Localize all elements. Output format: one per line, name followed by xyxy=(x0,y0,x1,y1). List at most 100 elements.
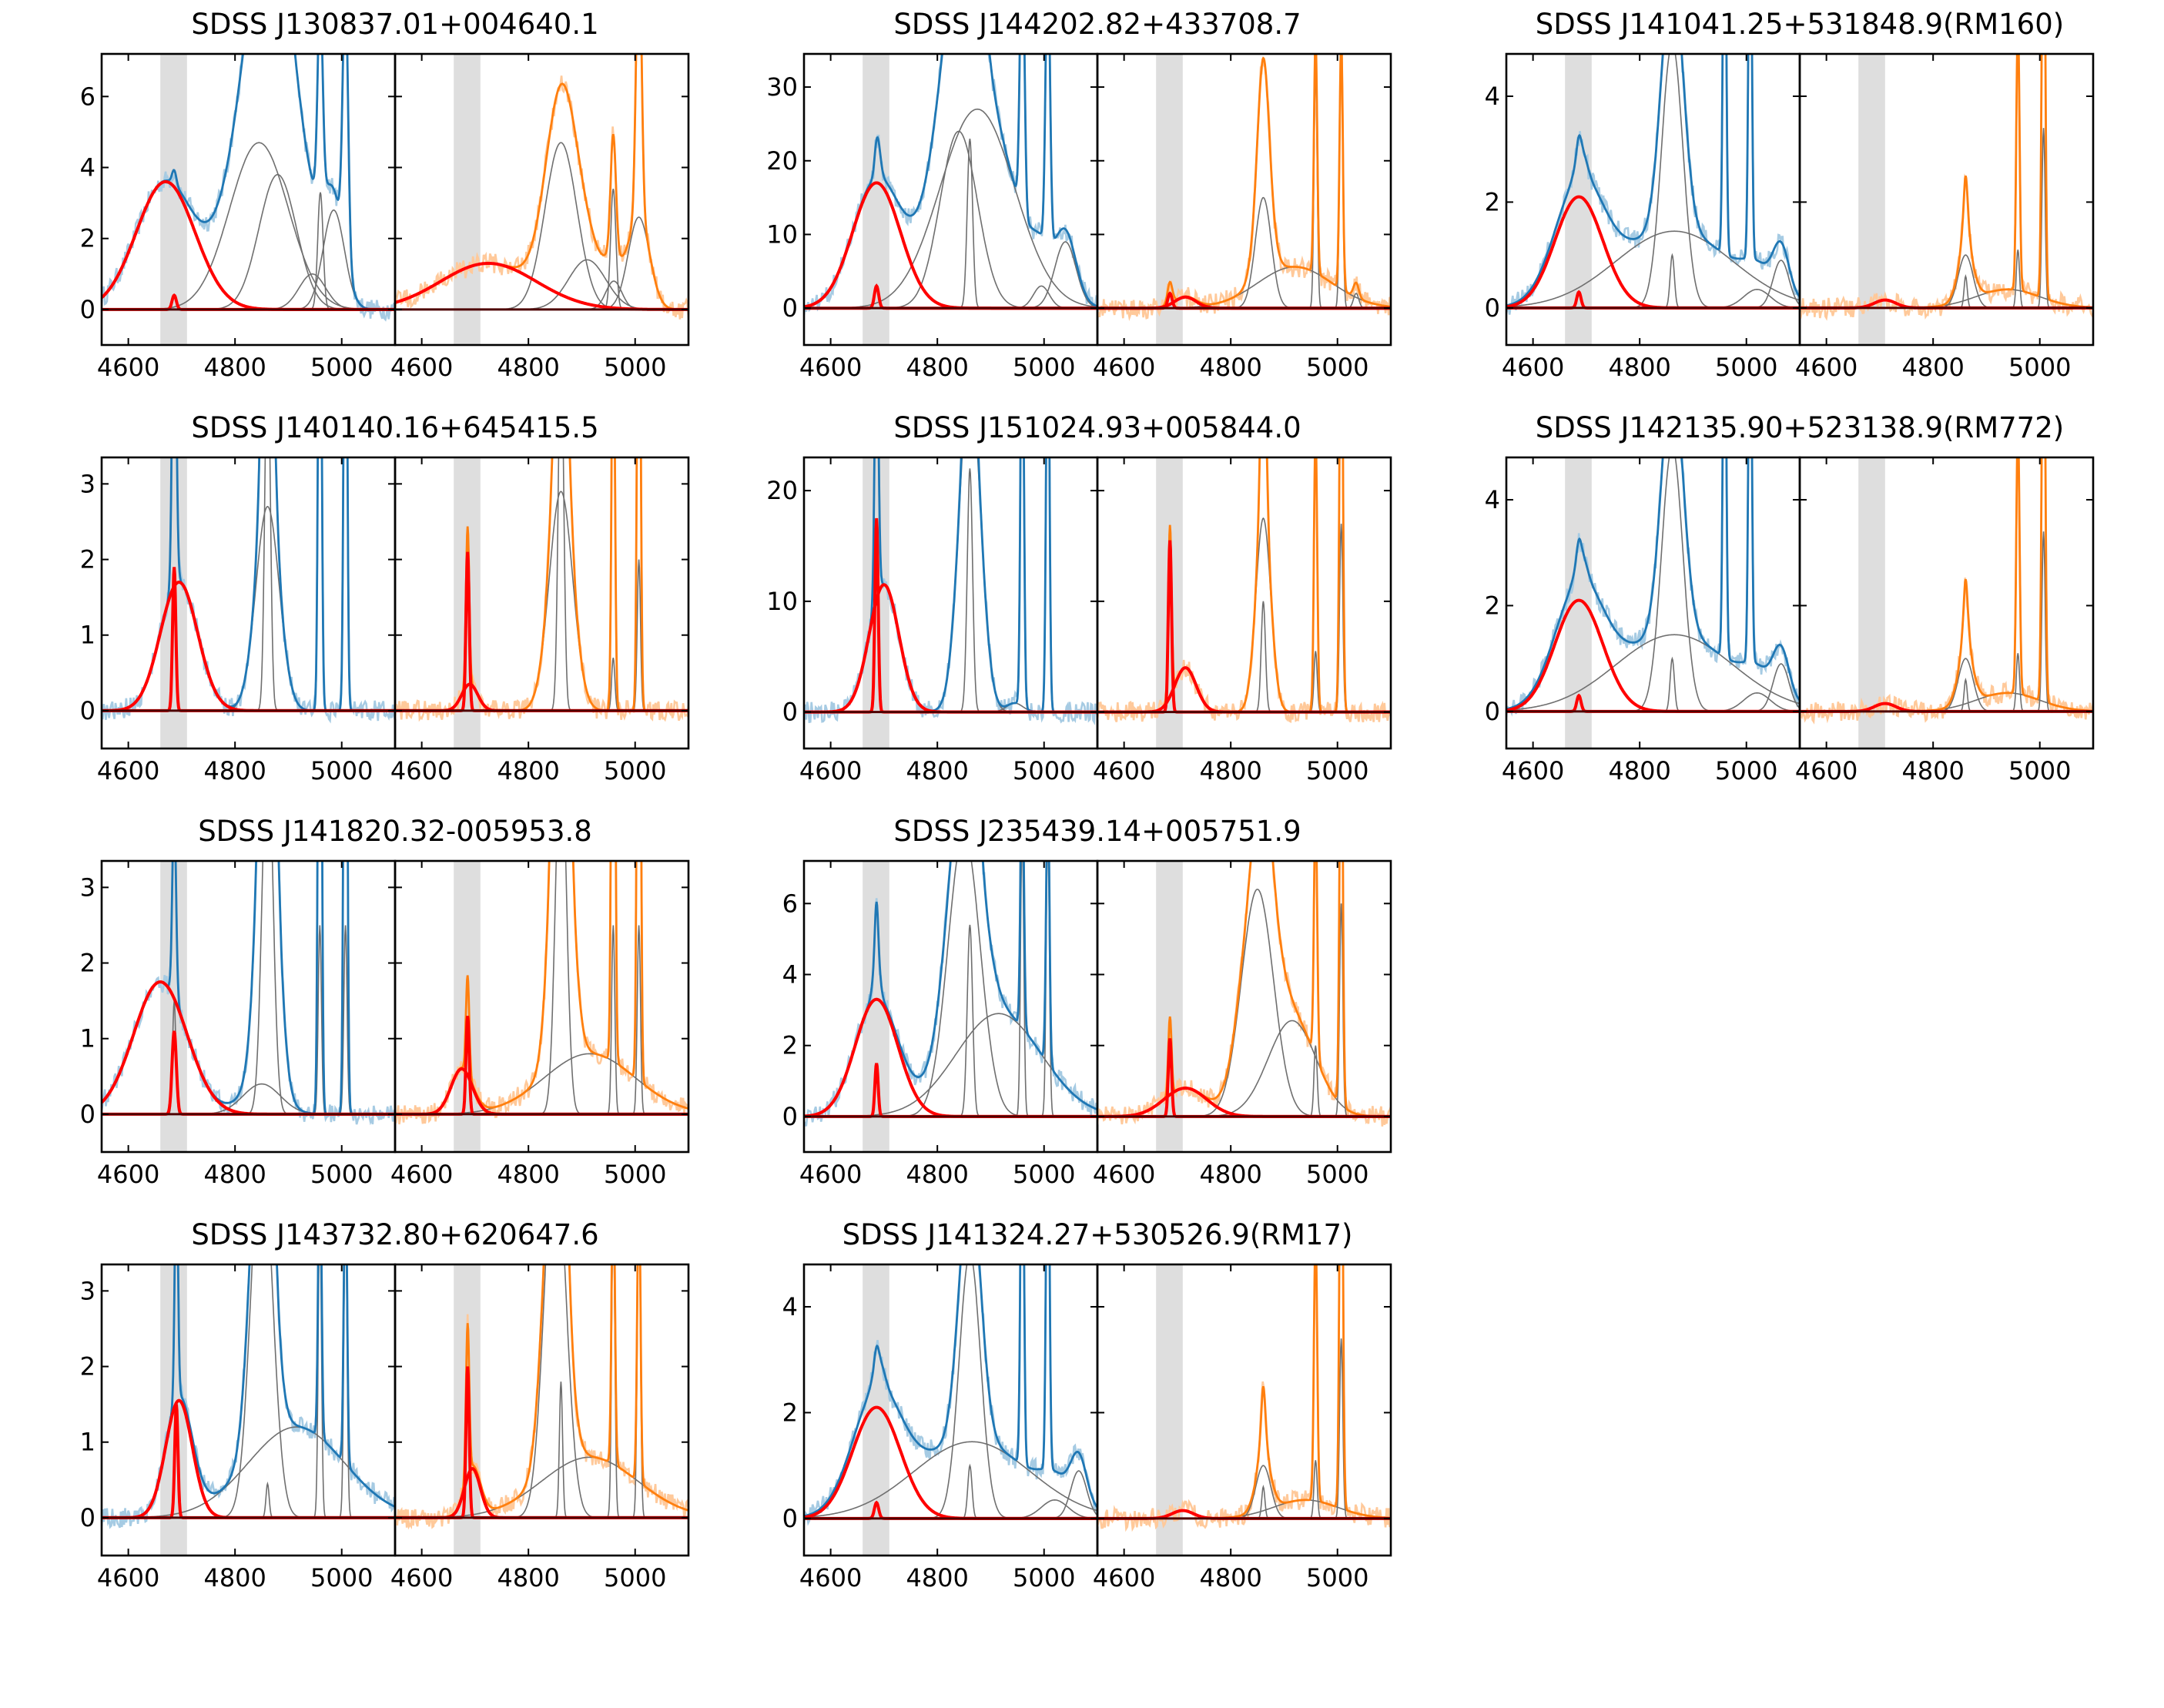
y-tick-label: 2 xyxy=(80,545,95,574)
blue-observed-spectrum xyxy=(804,54,1097,316)
x-tick-label: 4800 xyxy=(906,1160,968,1189)
blue-model-spectrum xyxy=(1506,54,1800,307)
orange-panel-frame xyxy=(394,1263,690,1557)
x-tick-label: 4800 xyxy=(1199,1160,1261,1189)
y-tick-label: 0 xyxy=(80,295,95,324)
x-tick-label: 4600 xyxy=(390,1160,453,1189)
y-tick-label: 3 xyxy=(80,872,95,902)
orange-panel-plot xyxy=(395,457,688,749)
blue-panel-plot xyxy=(102,861,395,1152)
x-tick-label: 4600 xyxy=(97,353,159,382)
y-tick-label: 2 xyxy=(80,949,95,978)
shaded-band xyxy=(1156,861,1183,1152)
y-tick-label: 2 xyxy=(1485,591,1500,620)
x-tick-label: 5000 xyxy=(310,1160,373,1189)
y-tick-label: 0 xyxy=(782,1504,798,1533)
orange-observed-spectrum xyxy=(1097,457,1391,724)
y-tick-label: 1 xyxy=(80,621,95,650)
x-tick-label: 4800 xyxy=(906,756,968,785)
y-tick-label: 6 xyxy=(80,82,95,111)
x-tick-label: 4600 xyxy=(1502,353,1564,382)
x-tick-label: 5000 xyxy=(2008,756,2071,785)
blue-panel-plot xyxy=(1506,457,1800,749)
x-tick-label: 4800 xyxy=(1199,756,1261,785)
x-tick-label: 4600 xyxy=(799,1160,862,1189)
orange-panel-plot xyxy=(395,54,688,345)
y-tick-label: 0 xyxy=(1485,697,1500,726)
y-tick-label: 2 xyxy=(782,1031,798,1060)
chart-title: SDSS J144202.82+433708.7 xyxy=(893,8,1301,41)
x-tick-label: 4800 xyxy=(497,756,559,785)
x-tick-label: 4800 xyxy=(203,353,266,382)
y-tick-label: 4 xyxy=(782,1292,798,1321)
y-tick-label: 20 xyxy=(766,146,798,176)
x-tick-label: 5000 xyxy=(1715,756,1777,785)
x-tick-label: 5000 xyxy=(1013,353,1075,382)
blue-panel-plot xyxy=(102,54,395,345)
chart-title: SDSS J235439.14+005751.9 xyxy=(893,815,1301,848)
y-tick-label: 30 xyxy=(766,72,798,102)
x-tick-label: 5000 xyxy=(1306,756,1368,785)
shaded-band xyxy=(1565,457,1592,749)
x-tick-label: 4800 xyxy=(497,1160,559,1189)
x-tick-label: 4600 xyxy=(799,1563,862,1592)
orange-panel-plot xyxy=(1800,54,2093,345)
blue-model-spectrum xyxy=(1506,457,1800,711)
orange-panel-frame xyxy=(394,52,690,347)
chart-title: SDSS J141324.27+530526.9(RM17) xyxy=(842,1218,1353,1251)
orange-panel-frame xyxy=(394,456,690,750)
orange-panel-plot xyxy=(1800,457,2093,749)
x-tick-label: 4600 xyxy=(1093,353,1155,382)
x-tick-label: 4800 xyxy=(1199,353,1261,382)
x-tick-label: 4800 xyxy=(1608,353,1670,382)
chart-title: SDSS J151024.93+005844.0 xyxy=(893,411,1301,444)
shaded-band xyxy=(454,54,481,345)
x-tick-label: 5000 xyxy=(310,1563,373,1592)
orange-panel-frame xyxy=(1798,52,2095,347)
x-tick-label: 4800 xyxy=(906,353,968,382)
x-tick-label: 4600 xyxy=(97,756,159,785)
chart-title: SDSS J130837.01+004640.1 xyxy=(191,8,598,41)
y-tick-label: 4 xyxy=(1485,485,1500,514)
x-tick-label: 4600 xyxy=(1795,353,1857,382)
shaded-band xyxy=(863,54,889,345)
x-tick-label: 4800 xyxy=(1199,1563,1261,1592)
orange-observed-spectrum xyxy=(1800,54,2093,321)
x-tick-label: 4800 xyxy=(203,1160,266,1189)
x-tick-label: 5000 xyxy=(1013,1160,1075,1189)
y-tick-label: 3 xyxy=(80,1276,95,1305)
y-tick-label: 4 xyxy=(80,153,95,183)
orange-panel-frame xyxy=(1096,456,1392,750)
orange-observed-spectrum xyxy=(1097,1264,1391,1532)
y-tick-label: 0 xyxy=(80,1100,95,1129)
y-tick-label: 1 xyxy=(80,1024,95,1053)
y-tick-label: 0 xyxy=(80,696,95,725)
x-tick-label: 5000 xyxy=(604,353,666,382)
x-tick-label: 5000 xyxy=(1306,1160,1368,1189)
orange-panel-frame xyxy=(394,859,690,1154)
shaded-band xyxy=(1156,54,1183,345)
orange-panel-plot xyxy=(1097,54,1391,345)
blue-panel-plot xyxy=(102,457,395,749)
shaded-band xyxy=(1565,54,1592,345)
x-tick-label: 4800 xyxy=(203,1563,266,1592)
x-tick-label: 4800 xyxy=(1901,756,1964,785)
x-tick-label: 4600 xyxy=(1093,756,1155,785)
x-tick-label: 4600 xyxy=(799,353,862,382)
x-tick-label: 4800 xyxy=(906,1563,968,1592)
x-tick-label: 5000 xyxy=(1306,1563,1368,1592)
x-tick-label: 4800 xyxy=(1608,756,1670,785)
y-tick-label: 0 xyxy=(782,1102,798,1131)
gray-fit-component xyxy=(804,1441,1097,1518)
x-tick-label: 4600 xyxy=(1093,1160,1155,1189)
shaded-band xyxy=(863,1264,889,1556)
orange-panel-plot xyxy=(1097,1264,1391,1556)
gray-fit-component xyxy=(1506,230,1800,307)
x-tick-label: 4800 xyxy=(1901,353,1964,382)
y-tick-label: 2 xyxy=(80,1352,95,1381)
y-tick-label: 10 xyxy=(766,587,798,616)
x-tick-label: 4800 xyxy=(203,756,266,785)
x-tick-label: 5000 xyxy=(310,353,373,382)
x-tick-label: 5000 xyxy=(2008,353,2071,382)
